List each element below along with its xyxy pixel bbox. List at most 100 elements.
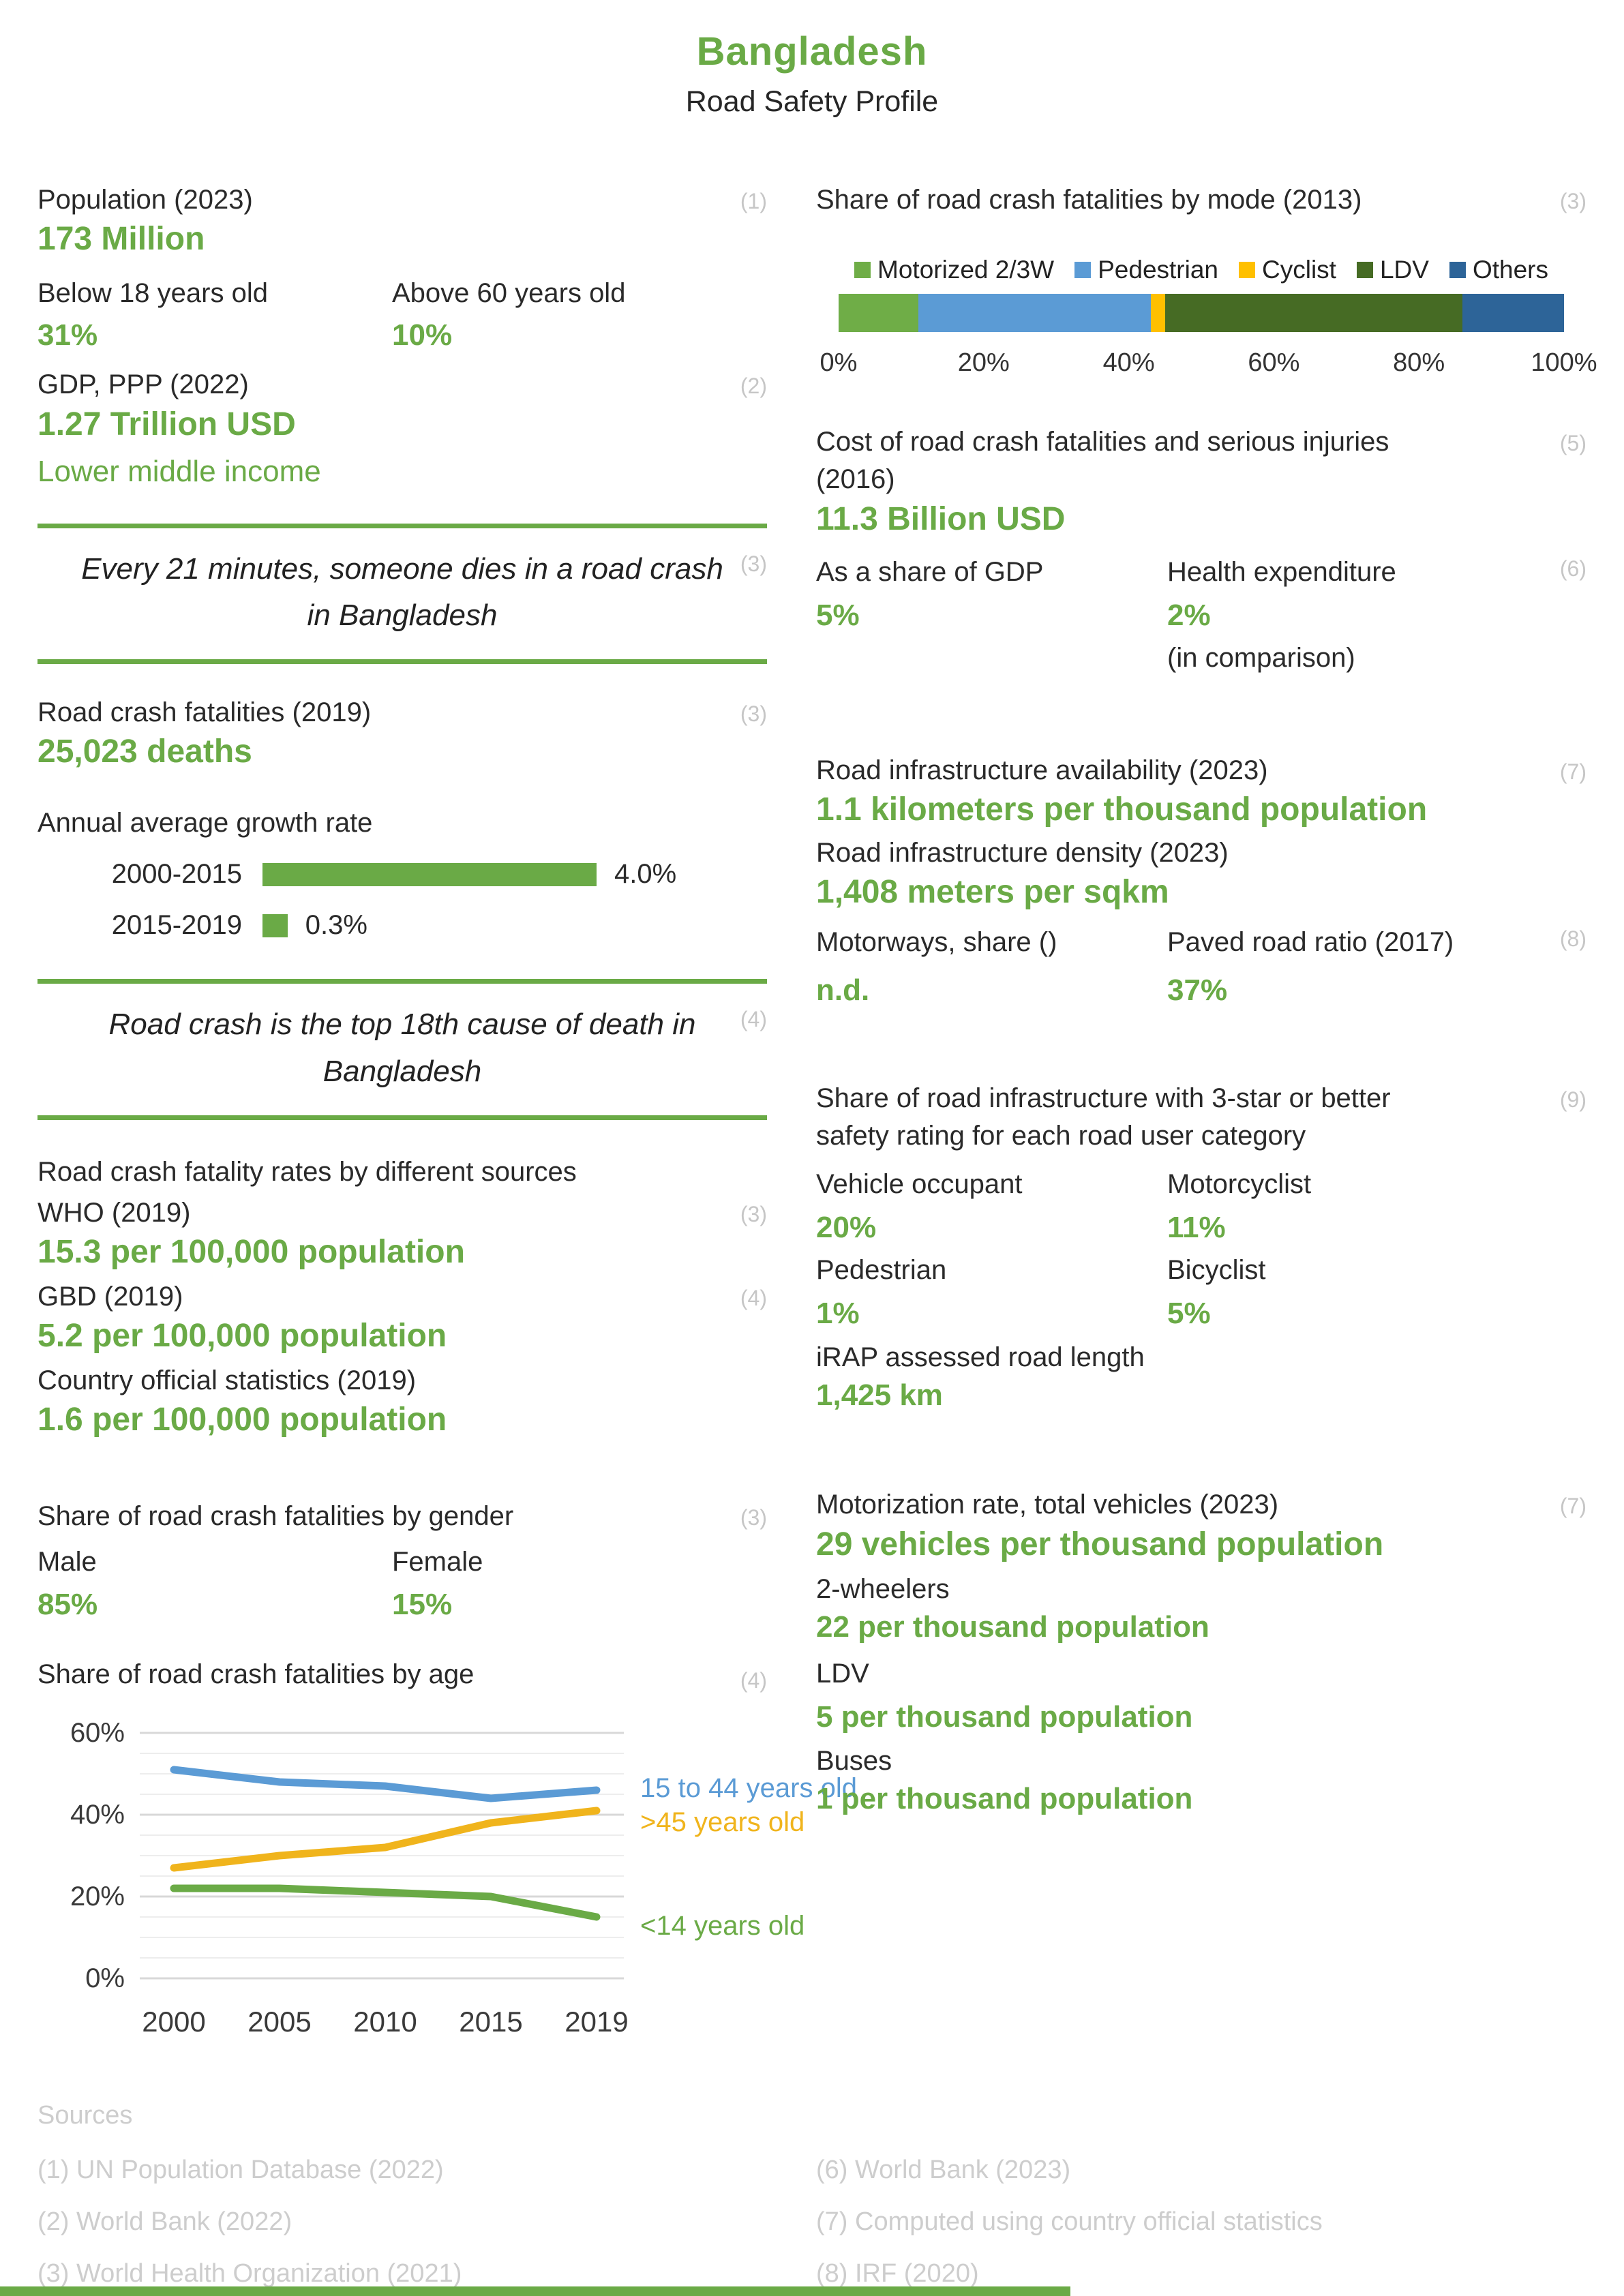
source-ref-4c: (4) [740, 1667, 767, 1693]
official-value: 1.6 per 100,000 population [37, 1402, 447, 1438]
footer-accent-bar [0, 2286, 1070, 2296]
growth-chart: 2000-2015 4.0% 2015-2019 0.3% [37, 859, 767, 941]
pedestrian-label: Pedestrian [816, 1255, 947, 1286]
gdp-share-label: As a share of GDP [816, 556, 1044, 587]
legend-label-ldv: LDV [1379, 256, 1429, 284]
twowheelers-value: 22 per thousand population [816, 1610, 1209, 1644]
quote2-line1: Road crash is the top 18th cause of deat… [108, 1008, 696, 1042]
mode-legend-item-others: Others [1449, 256, 1548, 284]
content-columns: Population (2023) (1) 173 Million Below … [0, 181, 1624, 2296]
cost-note-row: (in comparison) [816, 639, 1587, 677]
bicyclist-label: Bicyclist [1167, 1255, 1266, 1286]
quote2-text: Road crash is the top 18th cause of deat… [37, 1001, 767, 1094]
infra-avail-value: 1.1 kilometers per thousand population [816, 791, 1428, 828]
sources-right-spacer [816, 2102, 1587, 2157]
population-row: Population (2023) (1) [37, 181, 767, 219]
motorways-value: n.d. [816, 973, 870, 1007]
income-level: Lower middle income [37, 454, 321, 488]
age-ytick-40: 40% [70, 1800, 125, 1830]
mode-legend-item-pedestrian: Pedestrian [1074, 256, 1218, 284]
gdp-label: GDP, PPP (2022) [37, 369, 249, 400]
infra-density-label: Road infrastructure density (2023) [816, 838, 1229, 868]
growth-row-2000-2015: 2000-2015 4.0% [37, 859, 767, 890]
gender-values: 85% 15% [37, 1586, 767, 1623]
source-ref-3d: (3) [740, 1505, 767, 1530]
irap-label: iRAP assessed road length [816, 1342, 1145, 1373]
mode-legend-item-cyclist: Cyclist [1239, 256, 1336, 284]
mode-title-row: Share of road crash fatalities by mode (… [816, 181, 1587, 219]
source-ref-3c: (3) [740, 1201, 767, 1226]
age-xtick-2005: 2005 [247, 2006, 311, 2038]
motorization-label: Motorization rate, total vehicles (2023) [816, 1490, 1279, 1520]
source-ref-3e: (3) [1559, 189, 1587, 213]
health-note: (in comparison) [1167, 642, 1355, 673]
legend-swatch-motorized-2-3w [854, 262, 871, 279]
infra-avail-label: Road infrastructure availability (2023) [816, 755, 1268, 785]
mode-axis-tick-80: 80% [1393, 348, 1445, 378]
gdp-row: GDP, PPP (2022) (2) [37, 366, 767, 404]
source-ref-7b: (7) [1559, 1494, 1587, 1519]
source-ref-3: (3) [740, 551, 767, 576]
legend-label-cyclist: Cyclist [1262, 256, 1336, 284]
quote2-line2: Bangladesh [322, 1054, 482, 1088]
mode-axis-tick-0: 0% [819, 348, 858, 378]
sources-right: (6) World Bank (2023) (7) Computed using … [816, 2102, 1587, 2296]
pedestrian-value: 1% [816, 1297, 860, 1331]
divider [37, 1115, 767, 1120]
population-label: Population (2023) [37, 185, 253, 215]
divider [37, 523, 767, 528]
star-row2-values: 1% 5% [816, 1295, 1587, 1332]
right-column: Share of road crash fatalities by mode (… [816, 181, 1597, 2053]
official-label: Country official statistics (2019) [37, 1365, 417, 1396]
legend-swatch-cyclist [1239, 262, 1255, 279]
growth-bar-2000-2015 [262, 862, 597, 886]
buses-label: Buses [816, 1746, 892, 1776]
age-series-label-45-years-old: >45 years old [640, 1807, 805, 1837]
health-label: Health expenditure [1167, 556, 1396, 587]
twowheelers-label: 2-wheelers [816, 1573, 950, 1604]
source-ref-6: (6) [1559, 556, 1587, 581]
divider [37, 659, 767, 665]
gbd-label: GBD (2019) [37, 1281, 183, 1312]
infra-density-value: 1,408 meters per sqkm [816, 874, 1169, 911]
page-subtitle: Road Safety Profile [685, 85, 939, 118]
mode-chart-title: Share of road crash fatalities by mode (… [816, 185, 1362, 215]
mode-segment-cyclist [1150, 294, 1165, 333]
source-item-6: (6) World Bank (2023) [816, 2155, 1071, 2184]
mode-legend-item-motorized-2-3w: Motorized 2/3W [854, 256, 1054, 284]
source-item-7: (7) Computed using country official stat… [816, 2207, 1323, 2236]
cost-value: 11.3 Billion USD [816, 500, 1066, 537]
female-label: Female [392, 1547, 483, 1577]
source-ref-7: (7) [1559, 759, 1587, 784]
below18-label: Below 18 years old [37, 278, 268, 309]
health-value: 2% [1167, 598, 1211, 632]
male-label: Male [37, 1547, 97, 1577]
quote1-text: Every 21 minutes, someone dies in a road… [37, 546, 767, 639]
paved-value: 37% [1167, 973, 1228, 1007]
star-title-line1: Share of road infrastructure with 3-star… [816, 1083, 1391, 1113]
fatalities-label: Road crash fatalities (2019) [37, 697, 372, 728]
age-xtick-2015: 2015 [459, 2006, 522, 2038]
quote1-block: Every 21 minutes, someone dies in a road… [37, 528, 767, 659]
legend-label-motorized-2-3w: Motorized 2/3W [877, 256, 1055, 284]
source-item-1: (1) UN Population Database (2022) [37, 2155, 444, 2184]
vehicle-occupant-value: 20% [816, 1211, 877, 1245]
below18-value: 31% [37, 318, 98, 352]
fatalities-row: Road crash fatalities (2019) (3) [37, 694, 767, 731]
age-xtick-2000: 2000 [142, 2006, 205, 2038]
age-chart-title: Share of road crash fatalities by age [37, 1659, 475, 1689]
mode-axis: 0% 20% 40% 60% 80% 100% [820, 348, 1597, 388]
mode-segment-ldv [1164, 294, 1462, 333]
sources-left-list: (1) UN Population Database (2022) (2) Wor… [37, 2157, 767, 2296]
irap-value: 1,425 km [816, 1378, 943, 1413]
growth-row-2015-2019: 2015-2019 0.3% [37, 910, 767, 941]
quote1-line1: Every 21 minutes, someone dies in a road… [81, 552, 723, 586]
source-ref-4b: (4) [740, 1285, 767, 1310]
age-xtick-2019: 2019 [565, 2006, 628, 2038]
male-value: 85% [37, 1587, 98, 1621]
age-series-label-15-to-44-years-old: 15 to 44 years old [640, 1773, 857, 1803]
mode-axis-tick-40: 40% [1102, 348, 1155, 378]
mode-legend: Motorized 2/3W Pedestrian Cyclist LDV Others [816, 256, 1587, 284]
sources-right-list: (6) World Bank (2023) (7) Computed using … [816, 2157, 1587, 2296]
legend-label-others: Others [1472, 256, 1548, 284]
